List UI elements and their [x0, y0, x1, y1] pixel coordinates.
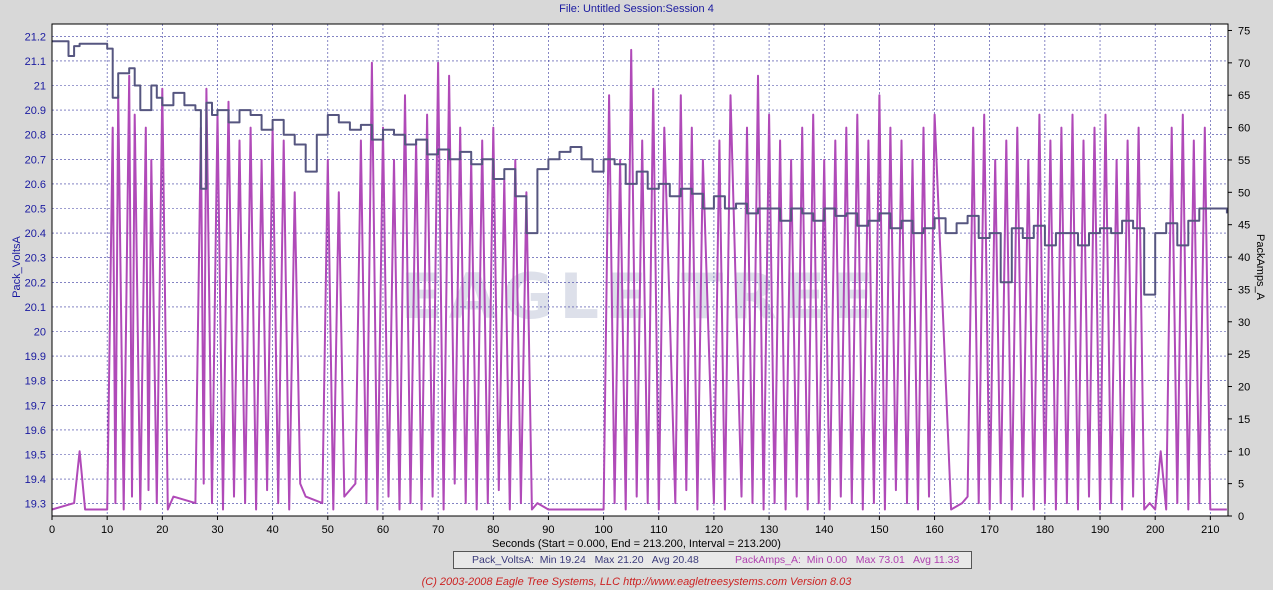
y-right-tick-label: 10 [1238, 446, 1250, 458]
x-tick-label: 30 [211, 524, 223, 536]
y-left-axis-label: Pack_VoltsA [11, 236, 23, 298]
x-axis-label: Seconds (Start = 0.000, End = 213.200, I… [492, 538, 781, 550]
x-tick-label: 50 [322, 524, 334, 536]
y-left-tick-label: 19.6 [25, 425, 46, 437]
legend-amps: PackAmps_A: Min 0.00 Max 73.01 Avg 11.33 [735, 554, 960, 566]
x-tick-label: 40 [267, 524, 279, 536]
y-right-tick-label: 20 [1238, 382, 1250, 394]
y-left-tick-label: 20.8 [25, 130, 46, 142]
y-right-tick-label: 45 [1238, 220, 1250, 232]
y-left-tick-label: 20 [34, 327, 46, 339]
series-line-volts [52, 40, 1228, 296]
x-tick-label: 80 [487, 524, 499, 536]
y-right-axis-label: PackAmps_A [1254, 233, 1266, 301]
y-left-tick-label: 20.9 [25, 105, 46, 117]
y-left-tick-label: 20.2 [25, 277, 46, 289]
y-left-tick-label: 20.4 [25, 228, 46, 240]
x-tick-label: 90 [542, 524, 554, 536]
y-left-tick-label: 20.3 [25, 253, 46, 265]
y-right-tick-label: 55 [1238, 155, 1250, 167]
x-tick-label: 0 [49, 524, 55, 536]
y-left-tick-label: 20.6 [25, 179, 46, 191]
x-tick-label: 60 [377, 524, 389, 536]
y-left-tick-label: 21.2 [25, 31, 46, 43]
x-tick-label: 130 [760, 524, 778, 536]
y-left-tick-label: 19.5 [25, 450, 46, 462]
x-tick-label: 150 [870, 524, 888, 536]
x-tick-label: 180 [1036, 524, 1054, 536]
x-tick-label: 170 [981, 524, 999, 536]
y-right-tick-label: 50 [1238, 187, 1250, 199]
x-tick-label: 200 [1146, 524, 1164, 536]
y-left-tick-label: 20.5 [25, 204, 46, 216]
y-right-tick-label: 15 [1238, 414, 1250, 426]
y-right-tick-label: 40 [1238, 252, 1250, 264]
series-line-amps [51, 48, 1227, 511]
y-left-tick-label: 21 [34, 81, 46, 93]
plot-border [51, 23, 1229, 517]
y-right-tick-label: 70 [1238, 58, 1250, 70]
x-tick-label: 10 [101, 524, 113, 536]
y-left-tick-label: 20.1 [25, 302, 46, 314]
x-tick-label: 110 [650, 524, 668, 536]
y-right-tick-label: 25 [1238, 349, 1250, 361]
y-right-tick-label: 30 [1238, 317, 1250, 329]
x-tick-label: 140 [815, 524, 833, 536]
x-tick-label: 190 [1091, 524, 1109, 536]
copyright-footer: (C) 2003-2008 Eagle Tree Systems, LLC ht… [421, 576, 852, 588]
y-right-tick-label: 35 [1238, 284, 1250, 296]
x-tick-label: 210 [1201, 524, 1219, 536]
y-left-tick-label: 19.4 [25, 474, 46, 486]
y-right-tick-label: 65 [1238, 90, 1250, 102]
legend-volts: Pack_VoltsA: Min 19.24 Max 21.20 Avg 20.… [472, 554, 699, 566]
y-left-tick-label: 19.7 [25, 400, 46, 412]
y-left-tick-label: 19.3 [25, 499, 46, 511]
y-left-tick-label: 19.8 [25, 376, 46, 388]
x-tick-label: 100 [594, 524, 612, 536]
y-right-tick-label: 60 [1238, 123, 1250, 135]
y-right-tick-label: 5 [1238, 479, 1244, 491]
y-left-tick-label: 21.1 [25, 56, 46, 68]
x-tick-label: 20 [156, 524, 168, 536]
chart-title: File: Untitled Session:Session 4 [559, 3, 714, 15]
x-tick-label: 120 [705, 524, 723, 536]
legend: Pack_VoltsA: Min 19.24 Max 21.20 Avg 20.… [453, 551, 972, 569]
y-left-tick-label: 19.9 [25, 351, 46, 363]
y-right-tick-label: 75 [1238, 25, 1250, 37]
y-right-tick-label: 0 [1238, 511, 1244, 523]
x-tick-label: 160 [925, 524, 943, 536]
x-tick-label: 70 [432, 524, 444, 536]
y-left-tick-label: 20.7 [25, 154, 46, 166]
